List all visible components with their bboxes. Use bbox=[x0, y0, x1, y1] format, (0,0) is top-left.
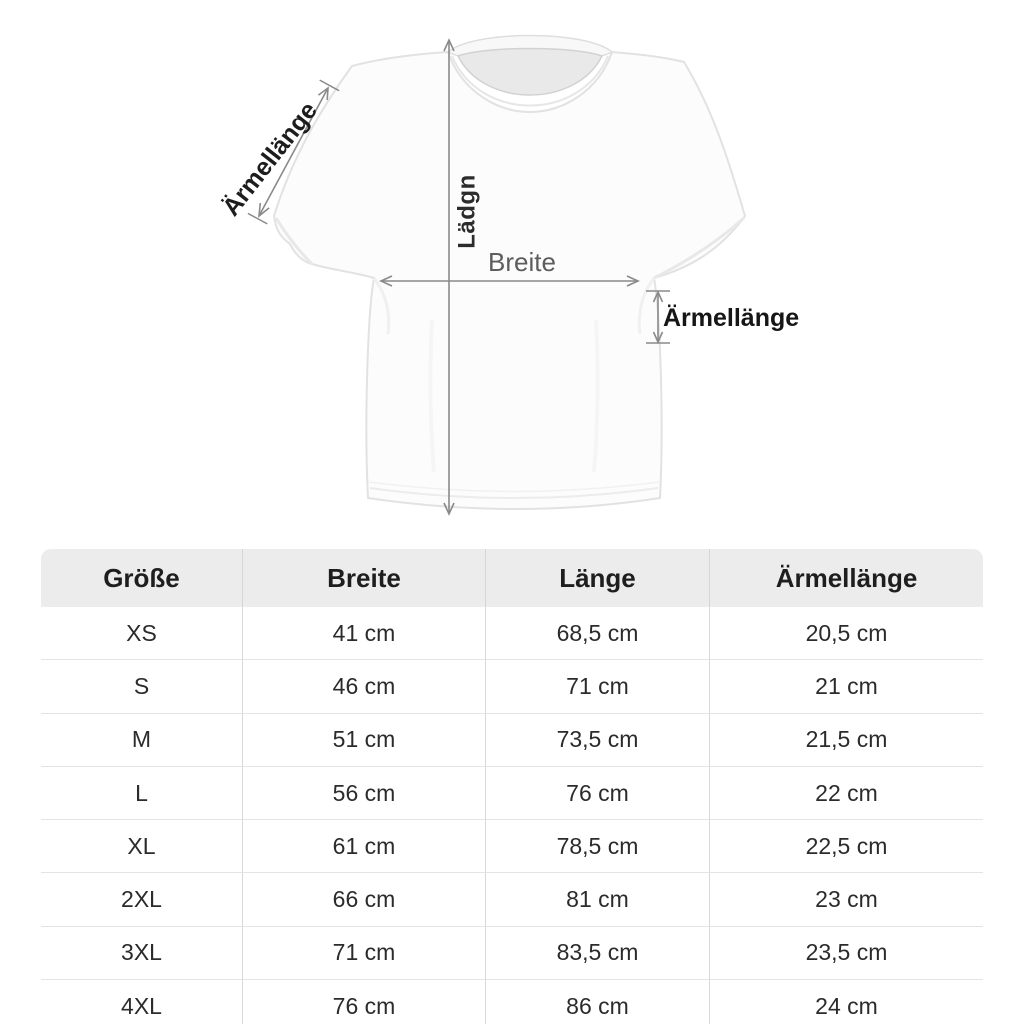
left-cuff-seam bbox=[274, 217, 314, 266]
table-row: 3XL 71 cm 83,5 cm 23,5 cm bbox=[41, 926, 983, 981]
sleeve-length-label-right: Ärmellänge bbox=[663, 303, 800, 332]
aermellaenge-cell: 21,5 cm bbox=[709, 713, 983, 766]
breite-cell: 61 cm bbox=[242, 820, 485, 873]
breite-cell: 71 cm bbox=[242, 926, 485, 980]
tshirt-diagram: Ärmellänge Lädgn Breite Ärmellänge bbox=[217, 34, 800, 516]
laenge-cell: 78,5 cm bbox=[485, 820, 709, 873]
breite-cell: 41 cm bbox=[242, 607, 485, 660]
aermellaenge-cell: 23 cm bbox=[709, 873, 983, 926]
table-row: M 51 cm 73,5 cm 21,5 cm bbox=[41, 713, 983, 767]
breite-cell: 56 cm bbox=[242, 766, 485, 820]
length-arrow bbox=[443, 38, 455, 516]
breite-cell: 66 cm bbox=[242, 873, 485, 926]
aermellaenge-cell: 22 cm bbox=[709, 766, 983, 820]
hem-stitch bbox=[368, 481, 660, 493]
size-table-body: XS 41 cm 68,5 cm 20,5 cm S 46 cm 71 cm 21 cm M 51… bbox=[41, 607, 983, 1024]
hem-stitch bbox=[369, 487, 659, 499]
laenge-cell: 68,5 cm bbox=[485, 607, 709, 660]
aermellaenge-cell: 24 cm bbox=[709, 980, 983, 1024]
header-laenge: Länge bbox=[485, 549, 709, 607]
aermellaenge-cell: 22,5 cm bbox=[709, 820, 983, 873]
right-cuff-seam bbox=[653, 216, 746, 280]
size-cell: XS bbox=[126, 619, 157, 646]
width-label: Breite bbox=[488, 246, 556, 277]
size-cell: M bbox=[131, 726, 152, 753]
size-cell: 2XL bbox=[121, 886, 162, 913]
tshirt-illustration bbox=[247, 34, 747, 516]
size-cell: 3XL bbox=[121, 939, 162, 966]
size-cell: 4XL bbox=[121, 992, 162, 1019]
width-arrow bbox=[379, 275, 640, 287]
breite-cell: 46 cm bbox=[242, 660, 485, 713]
breite-cell: 51 cm bbox=[242, 713, 485, 766]
header-groesse: Größe bbox=[103, 562, 180, 593]
aermellaenge-cell: 23,5 cm bbox=[709, 926, 983, 980]
sleeve-arrow-right bbox=[646, 290, 670, 344]
laenge-cell: 86 cm bbox=[485, 980, 709, 1024]
header-aermellaenge: Ärmellänge bbox=[709, 549, 983, 607]
laenge-cell: 71 cm bbox=[485, 660, 709, 713]
laenge-cell: 73,5 cm bbox=[485, 713, 709, 766]
aermellaenge-cell: 21 cm bbox=[709, 660, 983, 713]
size-cell: S bbox=[133, 672, 150, 699]
right-armpit-fold bbox=[637, 277, 656, 335]
laenge-cell: 83,5 cm bbox=[485, 926, 709, 980]
body-fold bbox=[592, 319, 600, 473]
neck-seam bbox=[451, 55, 609, 107]
laenge-cell: 76 cm bbox=[485, 766, 709, 820]
size-table-header: Größe Breite Länge Ärmellänge bbox=[41, 549, 983, 607]
table-row: XL 61 cm 78,5 cm 22,5 cm bbox=[41, 820, 983, 874]
collar-opening bbox=[456, 47, 604, 96]
sleeve-arrow-left bbox=[247, 79, 340, 225]
size-cell: XL bbox=[127, 832, 156, 859]
table-row: XS 41 cm 68,5 cm 20,5 cm bbox=[41, 607, 983, 661]
breite-cell: 76 cm bbox=[242, 980, 485, 1024]
table-row: 2XL 66 cm 81 cm 23 cm bbox=[41, 873, 983, 927]
length-label: Lädgn bbox=[453, 174, 480, 249]
table-row: 4XL 76 cm 86 cm 24 cm bbox=[41, 980, 983, 1024]
aermellaenge-cell: 20,5 cm bbox=[709, 607, 983, 660]
body-fold bbox=[428, 319, 436, 473]
size-table: Größe Breite Länge Ärmellänge XS 41 cm 68,… bbox=[41, 549, 983, 1024]
laenge-cell: 81 cm bbox=[485, 873, 709, 926]
left-armpit-fold bbox=[372, 277, 391, 335]
table-row: S 46 cm 71 cm 21 cm bbox=[41, 660, 983, 714]
size-cell: L bbox=[135, 779, 148, 806]
header-breite: Breite bbox=[242, 549, 485, 607]
table-row: L 56 cm 76 cm 22 cm bbox=[41, 766, 983, 821]
